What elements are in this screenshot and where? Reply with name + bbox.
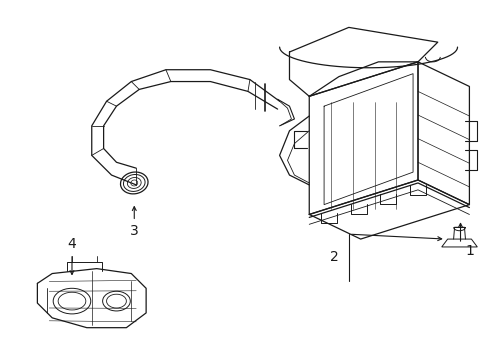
Text: 2: 2 xyxy=(329,250,338,264)
Text: 3: 3 xyxy=(130,224,139,238)
Text: 4: 4 xyxy=(67,237,76,251)
Text: 1: 1 xyxy=(464,244,473,258)
